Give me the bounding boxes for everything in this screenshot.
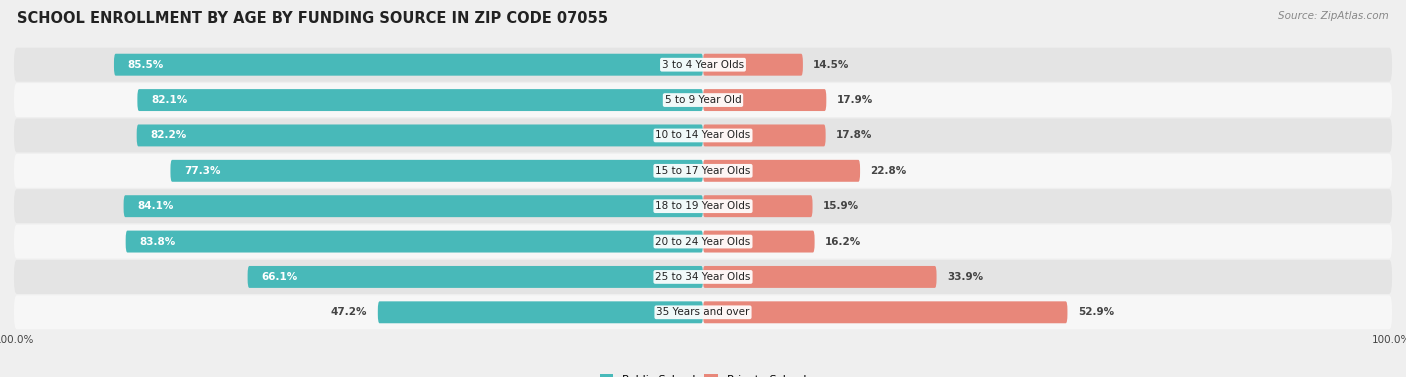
Text: 17.8%: 17.8% <box>837 130 872 141</box>
Text: 18 to 19 Year Olds: 18 to 19 Year Olds <box>655 201 751 211</box>
Text: 17.9%: 17.9% <box>837 95 873 105</box>
Text: 47.2%: 47.2% <box>330 307 367 317</box>
Text: 15.9%: 15.9% <box>823 201 859 211</box>
Text: 20 to 24 Year Olds: 20 to 24 Year Olds <box>655 236 751 247</box>
Text: 25 to 34 Year Olds: 25 to 34 Year Olds <box>655 272 751 282</box>
FancyBboxPatch shape <box>378 301 703 323</box>
FancyBboxPatch shape <box>14 260 1392 294</box>
FancyBboxPatch shape <box>703 301 1067 323</box>
Text: 33.9%: 33.9% <box>946 272 983 282</box>
FancyBboxPatch shape <box>14 189 1392 223</box>
FancyBboxPatch shape <box>138 89 703 111</box>
Text: 66.1%: 66.1% <box>262 272 298 282</box>
FancyBboxPatch shape <box>114 54 703 76</box>
Text: SCHOOL ENROLLMENT BY AGE BY FUNDING SOURCE IN ZIP CODE 07055: SCHOOL ENROLLMENT BY AGE BY FUNDING SOUR… <box>17 11 607 26</box>
Text: 14.5%: 14.5% <box>813 60 849 70</box>
Text: 83.8%: 83.8% <box>139 236 176 247</box>
Text: 16.2%: 16.2% <box>825 236 862 247</box>
Text: Source: ZipAtlas.com: Source: ZipAtlas.com <box>1278 11 1389 21</box>
FancyBboxPatch shape <box>247 266 703 288</box>
FancyBboxPatch shape <box>703 195 813 217</box>
Text: 52.9%: 52.9% <box>1078 307 1114 317</box>
Text: 10 to 14 Year Olds: 10 to 14 Year Olds <box>655 130 751 141</box>
FancyBboxPatch shape <box>14 48 1392 82</box>
Text: 77.3%: 77.3% <box>184 166 221 176</box>
FancyBboxPatch shape <box>125 231 703 253</box>
FancyBboxPatch shape <box>14 83 1392 117</box>
FancyBboxPatch shape <box>703 231 814 253</box>
FancyBboxPatch shape <box>703 89 827 111</box>
Text: 82.1%: 82.1% <box>152 95 187 105</box>
FancyBboxPatch shape <box>703 124 825 146</box>
FancyBboxPatch shape <box>703 160 860 182</box>
Text: 82.2%: 82.2% <box>150 130 187 141</box>
Text: 3 to 4 Year Olds: 3 to 4 Year Olds <box>662 60 744 70</box>
FancyBboxPatch shape <box>14 295 1392 329</box>
Text: 22.8%: 22.8% <box>870 166 907 176</box>
Legend: Public School, Private School: Public School, Private School <box>595 370 811 377</box>
Text: 85.5%: 85.5% <box>128 60 165 70</box>
Text: 15 to 17 Year Olds: 15 to 17 Year Olds <box>655 166 751 176</box>
FancyBboxPatch shape <box>124 195 703 217</box>
FancyBboxPatch shape <box>14 118 1392 152</box>
FancyBboxPatch shape <box>14 154 1392 188</box>
FancyBboxPatch shape <box>703 54 803 76</box>
Text: 35 Years and over: 35 Years and over <box>657 307 749 317</box>
Text: 5 to 9 Year Old: 5 to 9 Year Old <box>665 95 741 105</box>
FancyBboxPatch shape <box>170 160 703 182</box>
Text: 84.1%: 84.1% <box>138 201 174 211</box>
FancyBboxPatch shape <box>703 266 936 288</box>
FancyBboxPatch shape <box>136 124 703 146</box>
FancyBboxPatch shape <box>14 225 1392 259</box>
